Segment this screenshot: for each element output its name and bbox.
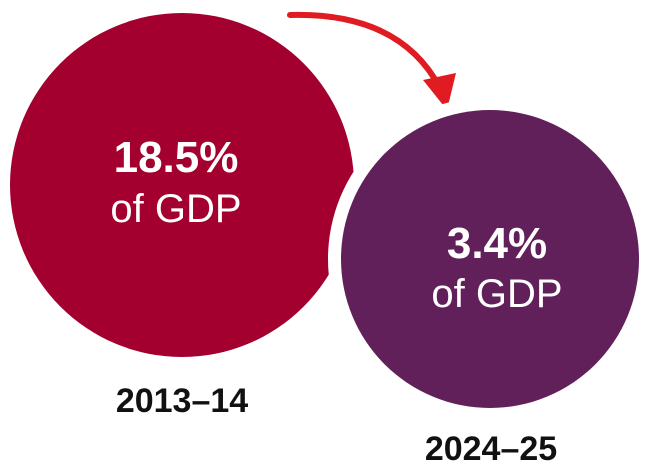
bubble-unit-label: of GDP	[431, 272, 562, 316]
transition-arrow-head	[423, 73, 456, 110]
period-label-2013-14: 2013–14	[116, 382, 248, 420]
transition-arrow	[287, 11, 443, 91]
bubble-unit-label: of GDP	[110, 187, 241, 231]
bubble-2024-25: 3.4% of GDP	[341, 110, 639, 408]
bubble-circle	[341, 110, 639, 408]
bubble-value-label: 3.4%	[447, 219, 547, 268]
bubble-value-label: 18.5%	[114, 133, 239, 182]
period-label-2024-25: 2024–25	[425, 430, 557, 468]
bubble-circle	[10, 13, 354, 357]
bubble-2013-14: 18.5% of GDP	[10, 13, 354, 357]
